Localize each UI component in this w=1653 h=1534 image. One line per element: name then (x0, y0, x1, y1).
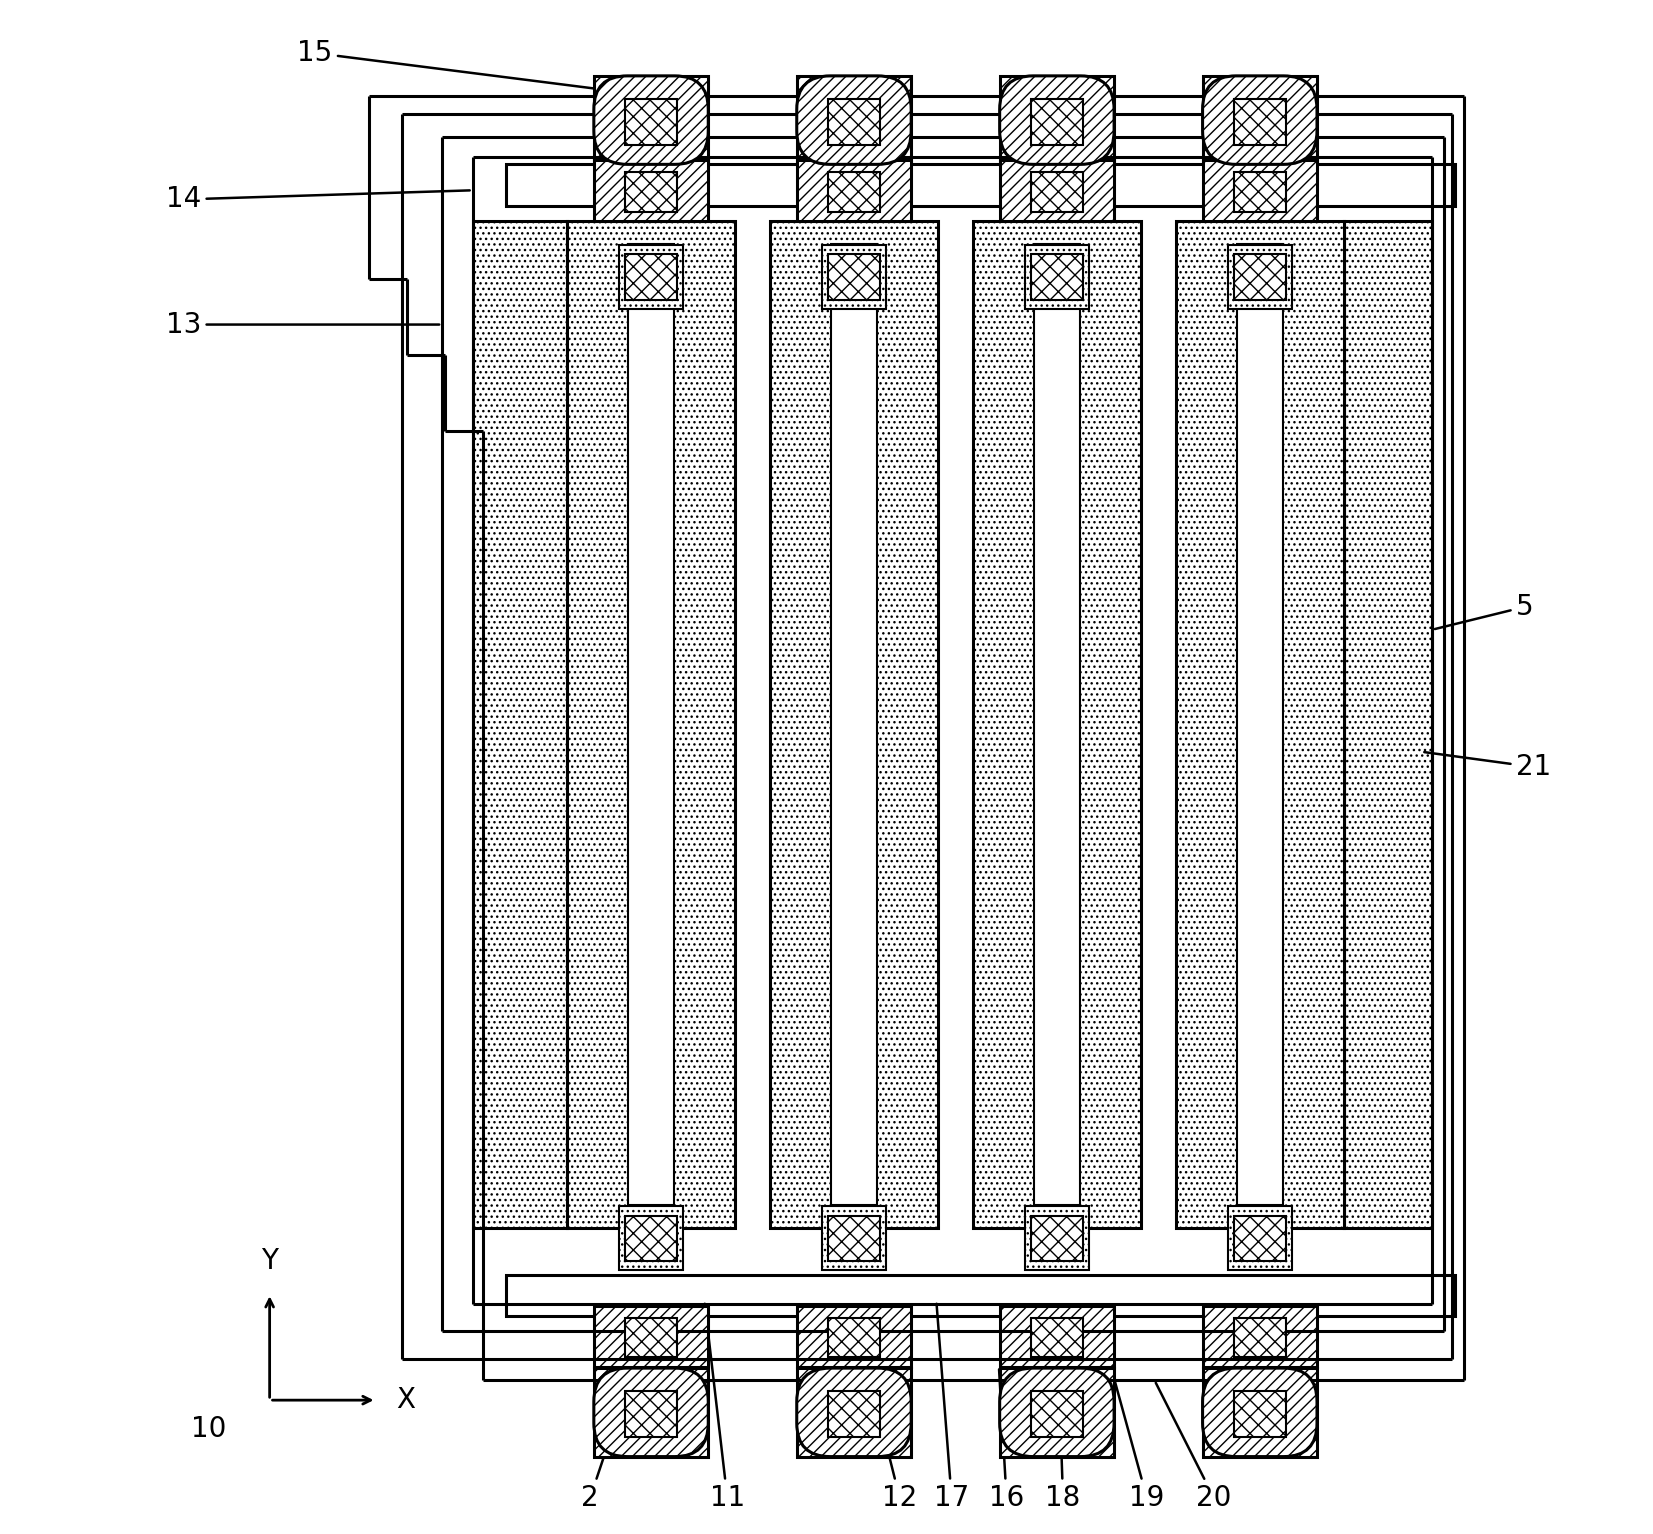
Bar (506, 1275, 1455, 1316)
Bar (974, 221, 1141, 1227)
Bar (618, 1206, 683, 1270)
Bar (797, 1305, 911, 1367)
Text: 17: 17 (934, 1304, 969, 1513)
Text: Y: Y (261, 1247, 278, 1275)
FancyBboxPatch shape (797, 1368, 911, 1457)
Text: 20: 20 (1155, 1382, 1231, 1513)
Bar (1031, 1215, 1083, 1261)
Text: 19: 19 (1109, 1362, 1165, 1513)
FancyBboxPatch shape (1000, 75, 1114, 164)
Bar (1236, 244, 1283, 1204)
Text: 10: 10 (190, 1416, 226, 1443)
Bar (593, 1368, 707, 1457)
Bar (828, 172, 879, 212)
Bar (770, 221, 937, 1227)
Bar (1000, 160, 1114, 221)
FancyBboxPatch shape (1000, 1368, 1114, 1457)
Bar (822, 245, 886, 310)
Bar (625, 1215, 678, 1261)
Bar (797, 75, 911, 164)
Bar (1000, 1368, 1114, 1457)
Bar (1233, 172, 1286, 212)
Bar (1025, 245, 1089, 310)
Text: X: X (397, 1387, 415, 1414)
Bar (1031, 172, 1083, 212)
Bar (567, 221, 736, 1227)
Bar (625, 98, 678, 144)
Bar (797, 160, 911, 221)
FancyBboxPatch shape (1203, 75, 1317, 164)
Bar (828, 98, 879, 144)
Bar (797, 1368, 911, 1457)
Text: 11: 11 (704, 1304, 746, 1513)
FancyBboxPatch shape (593, 75, 707, 164)
Text: 5: 5 (1435, 592, 1534, 629)
Bar (628, 244, 674, 1204)
Bar (1000, 1305, 1114, 1367)
Bar (1203, 1368, 1317, 1457)
Text: 2: 2 (582, 1319, 650, 1513)
Bar (1228, 1206, 1293, 1270)
Bar (822, 1206, 886, 1270)
Bar (1031, 1318, 1083, 1358)
Bar (1203, 1305, 1317, 1367)
FancyBboxPatch shape (1203, 1368, 1317, 1457)
Bar (1228, 245, 1293, 310)
Bar (593, 160, 707, 221)
Bar (618, 245, 683, 310)
Bar (1031, 255, 1083, 301)
Bar (1031, 98, 1083, 144)
Bar (1233, 1318, 1286, 1358)
Bar (1000, 75, 1114, 164)
FancyBboxPatch shape (797, 75, 911, 164)
FancyBboxPatch shape (593, 1368, 707, 1457)
Bar (828, 1215, 879, 1261)
Bar (1203, 75, 1317, 164)
Bar (828, 1318, 879, 1358)
Bar (1203, 160, 1317, 221)
Text: 14: 14 (165, 186, 469, 213)
Text: 13: 13 (165, 310, 440, 339)
Text: 16: 16 (988, 1370, 1025, 1513)
Bar (506, 164, 1455, 206)
Bar (828, 255, 879, 301)
Bar (1233, 98, 1286, 144)
Bar (1233, 1391, 1286, 1437)
Bar (593, 1305, 707, 1367)
Bar (1233, 255, 1286, 301)
Bar (625, 1391, 678, 1437)
Text: 18: 18 (1045, 1319, 1081, 1513)
Bar (625, 172, 678, 212)
Bar (1025, 1206, 1089, 1270)
Text: 21: 21 (1425, 752, 1552, 781)
Text: 15: 15 (298, 38, 648, 95)
Bar (828, 1391, 879, 1437)
Bar (1175, 221, 1344, 1227)
Bar (1344, 221, 1431, 1227)
Bar (831, 244, 876, 1204)
Bar (1031, 1391, 1083, 1437)
Bar (593, 75, 707, 164)
Bar (625, 1318, 678, 1358)
Text: 12: 12 (855, 1319, 917, 1513)
Bar (473, 221, 567, 1227)
Bar (625, 255, 678, 301)
Bar (1233, 1215, 1286, 1261)
Bar (1035, 244, 1079, 1204)
